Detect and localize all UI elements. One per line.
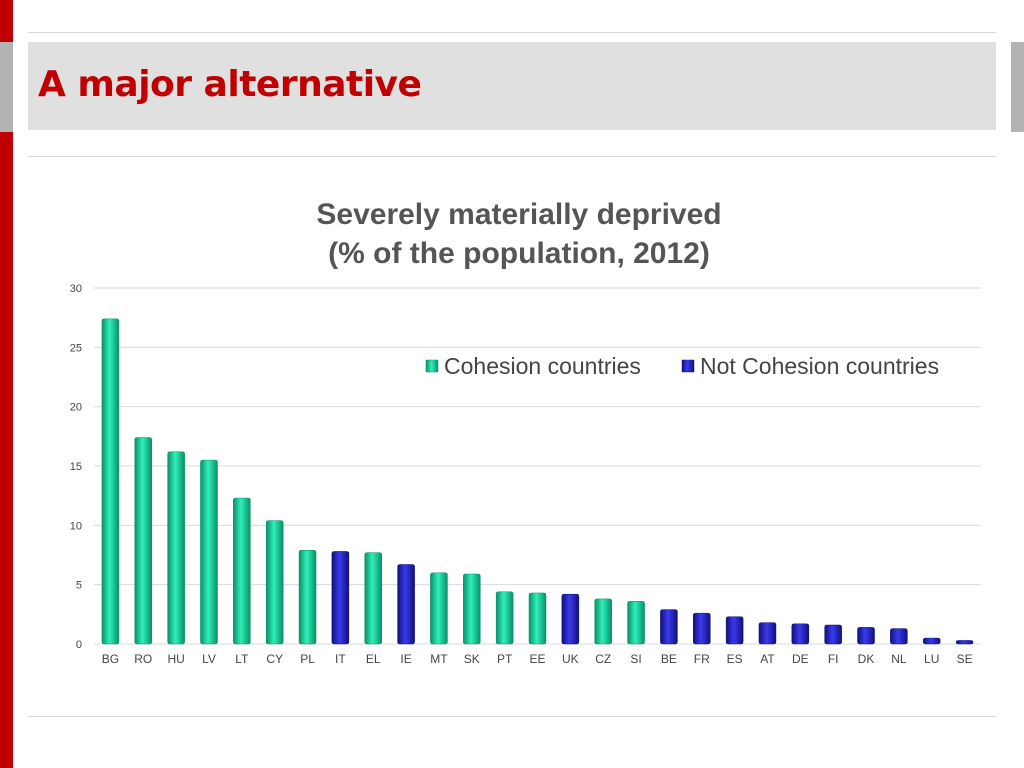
bar-el: [364, 552, 382, 645]
bar-nl: [890, 628, 908, 645]
x-tick-label: ES: [727, 652, 743, 666]
bar-lv: [200, 459, 218, 645]
bar-lu: [922, 637, 941, 645]
x-tick-label: FI: [828, 652, 839, 666]
y-tick-label: 15: [70, 461, 82, 473]
chart-title-line-1: Severely materially deprived: [316, 198, 721, 231]
x-tick-label: SE: [957, 652, 973, 666]
y-tick-label: 5: [76, 580, 82, 592]
x-tick-label: EE: [529, 652, 545, 666]
x-tick-label: DE: [792, 652, 809, 666]
y-tick-label: 20: [70, 402, 82, 414]
bar-dk: [857, 627, 875, 645]
bar-ee: [528, 592, 547, 645]
bar-fi: [824, 624, 842, 645]
top-rule: [28, 32, 996, 33]
bar-si: [627, 601, 645, 645]
left-accent-block: [0, 42, 13, 132]
right-accent-block: [1011, 42, 1024, 132]
x-tick-label: CY: [266, 652, 283, 666]
bar-uk: [561, 593, 580, 645]
title-band: [28, 42, 996, 130]
bar-es: [725, 616, 744, 645]
bar-pl: [298, 550, 317, 645]
x-tick-label: RO: [134, 652, 152, 666]
legend-swatch-not-cohesion: [681, 359, 695, 373]
x-tick-label: LV: [202, 652, 216, 666]
bar-fr: [693, 612, 711, 645]
x-tick-label: EL: [366, 652, 381, 666]
y-tick-label: 25: [70, 342, 82, 354]
legend-label-cohesion: Cohesion countries: [444, 353, 641, 379]
x-axis: BG RO HU LV LT CY PL IT EL IE MT SK PT EE UK CZ SI BE FR ES…: [102, 652, 973, 666]
bar-hu: [167, 451, 185, 645]
x-tick-label: UK: [562, 652, 579, 666]
left-accent-bar: [0, 0, 13, 768]
y-tick-label: 0: [76, 639, 82, 651]
x-tick-label: AT: [760, 652, 775, 666]
bar-bg: [101, 318, 120, 645]
chart-title-line-2: (% of the population, 2012): [328, 237, 710, 270]
bar-it: [331, 551, 350, 645]
x-tick-label: CZ: [595, 652, 611, 666]
y-tick-label: 10: [70, 520, 82, 532]
bar-pt: [495, 591, 514, 645]
bar-sk: [463, 573, 481, 645]
bar-cy: [265, 520, 284, 645]
x-tick-label: MT: [430, 652, 448, 666]
title-rule: [28, 156, 996, 157]
legend-swatch-cohesion: [425, 359, 439, 373]
x-tick-label: BE: [661, 652, 677, 666]
x-tick-label: LU: [924, 652, 939, 666]
y-axis: 0 5 10 15 20 25 30: [70, 283, 82, 651]
x-tick-label: NL: [891, 652, 907, 666]
x-tick-label: PL: [300, 652, 315, 666]
legend-label-not-cohesion: Not Cohesion countries: [700, 353, 939, 379]
bar-ie: [397, 564, 415, 645]
bar-cz: [594, 598, 612, 645]
bar-de: [791, 623, 810, 645]
x-tick-label: SI: [630, 652, 641, 666]
x-tick-label: DK: [858, 652, 875, 666]
x-tick-label: HU: [167, 652, 184, 666]
x-tick-label: IE: [400, 652, 411, 666]
x-tick-label: BG: [102, 652, 119, 666]
bottom-rule: [28, 716, 996, 717]
bar-ro: [134, 437, 153, 645]
gridlines: [94, 287, 981, 645]
bar-lt: [233, 497, 251, 645]
slide-title: A major alternative: [38, 64, 422, 105]
bar-se: [955, 640, 974, 645]
bar-at: [758, 622, 777, 645]
legend: Cohesion countries Not Cohesion countrie…: [425, 353, 939, 379]
bar-be: [660, 609, 678, 645]
x-tick-label: IT: [335, 652, 346, 666]
x-tick-label: LT: [235, 652, 249, 666]
x-tick-label: PT: [497, 652, 513, 666]
x-tick-label: FR: [694, 652, 710, 666]
bar-mt: [430, 572, 448, 645]
y-tick-label: 30: [70, 283, 82, 295]
bars: [101, 318, 974, 645]
x-tick-label: SK: [464, 652, 480, 666]
